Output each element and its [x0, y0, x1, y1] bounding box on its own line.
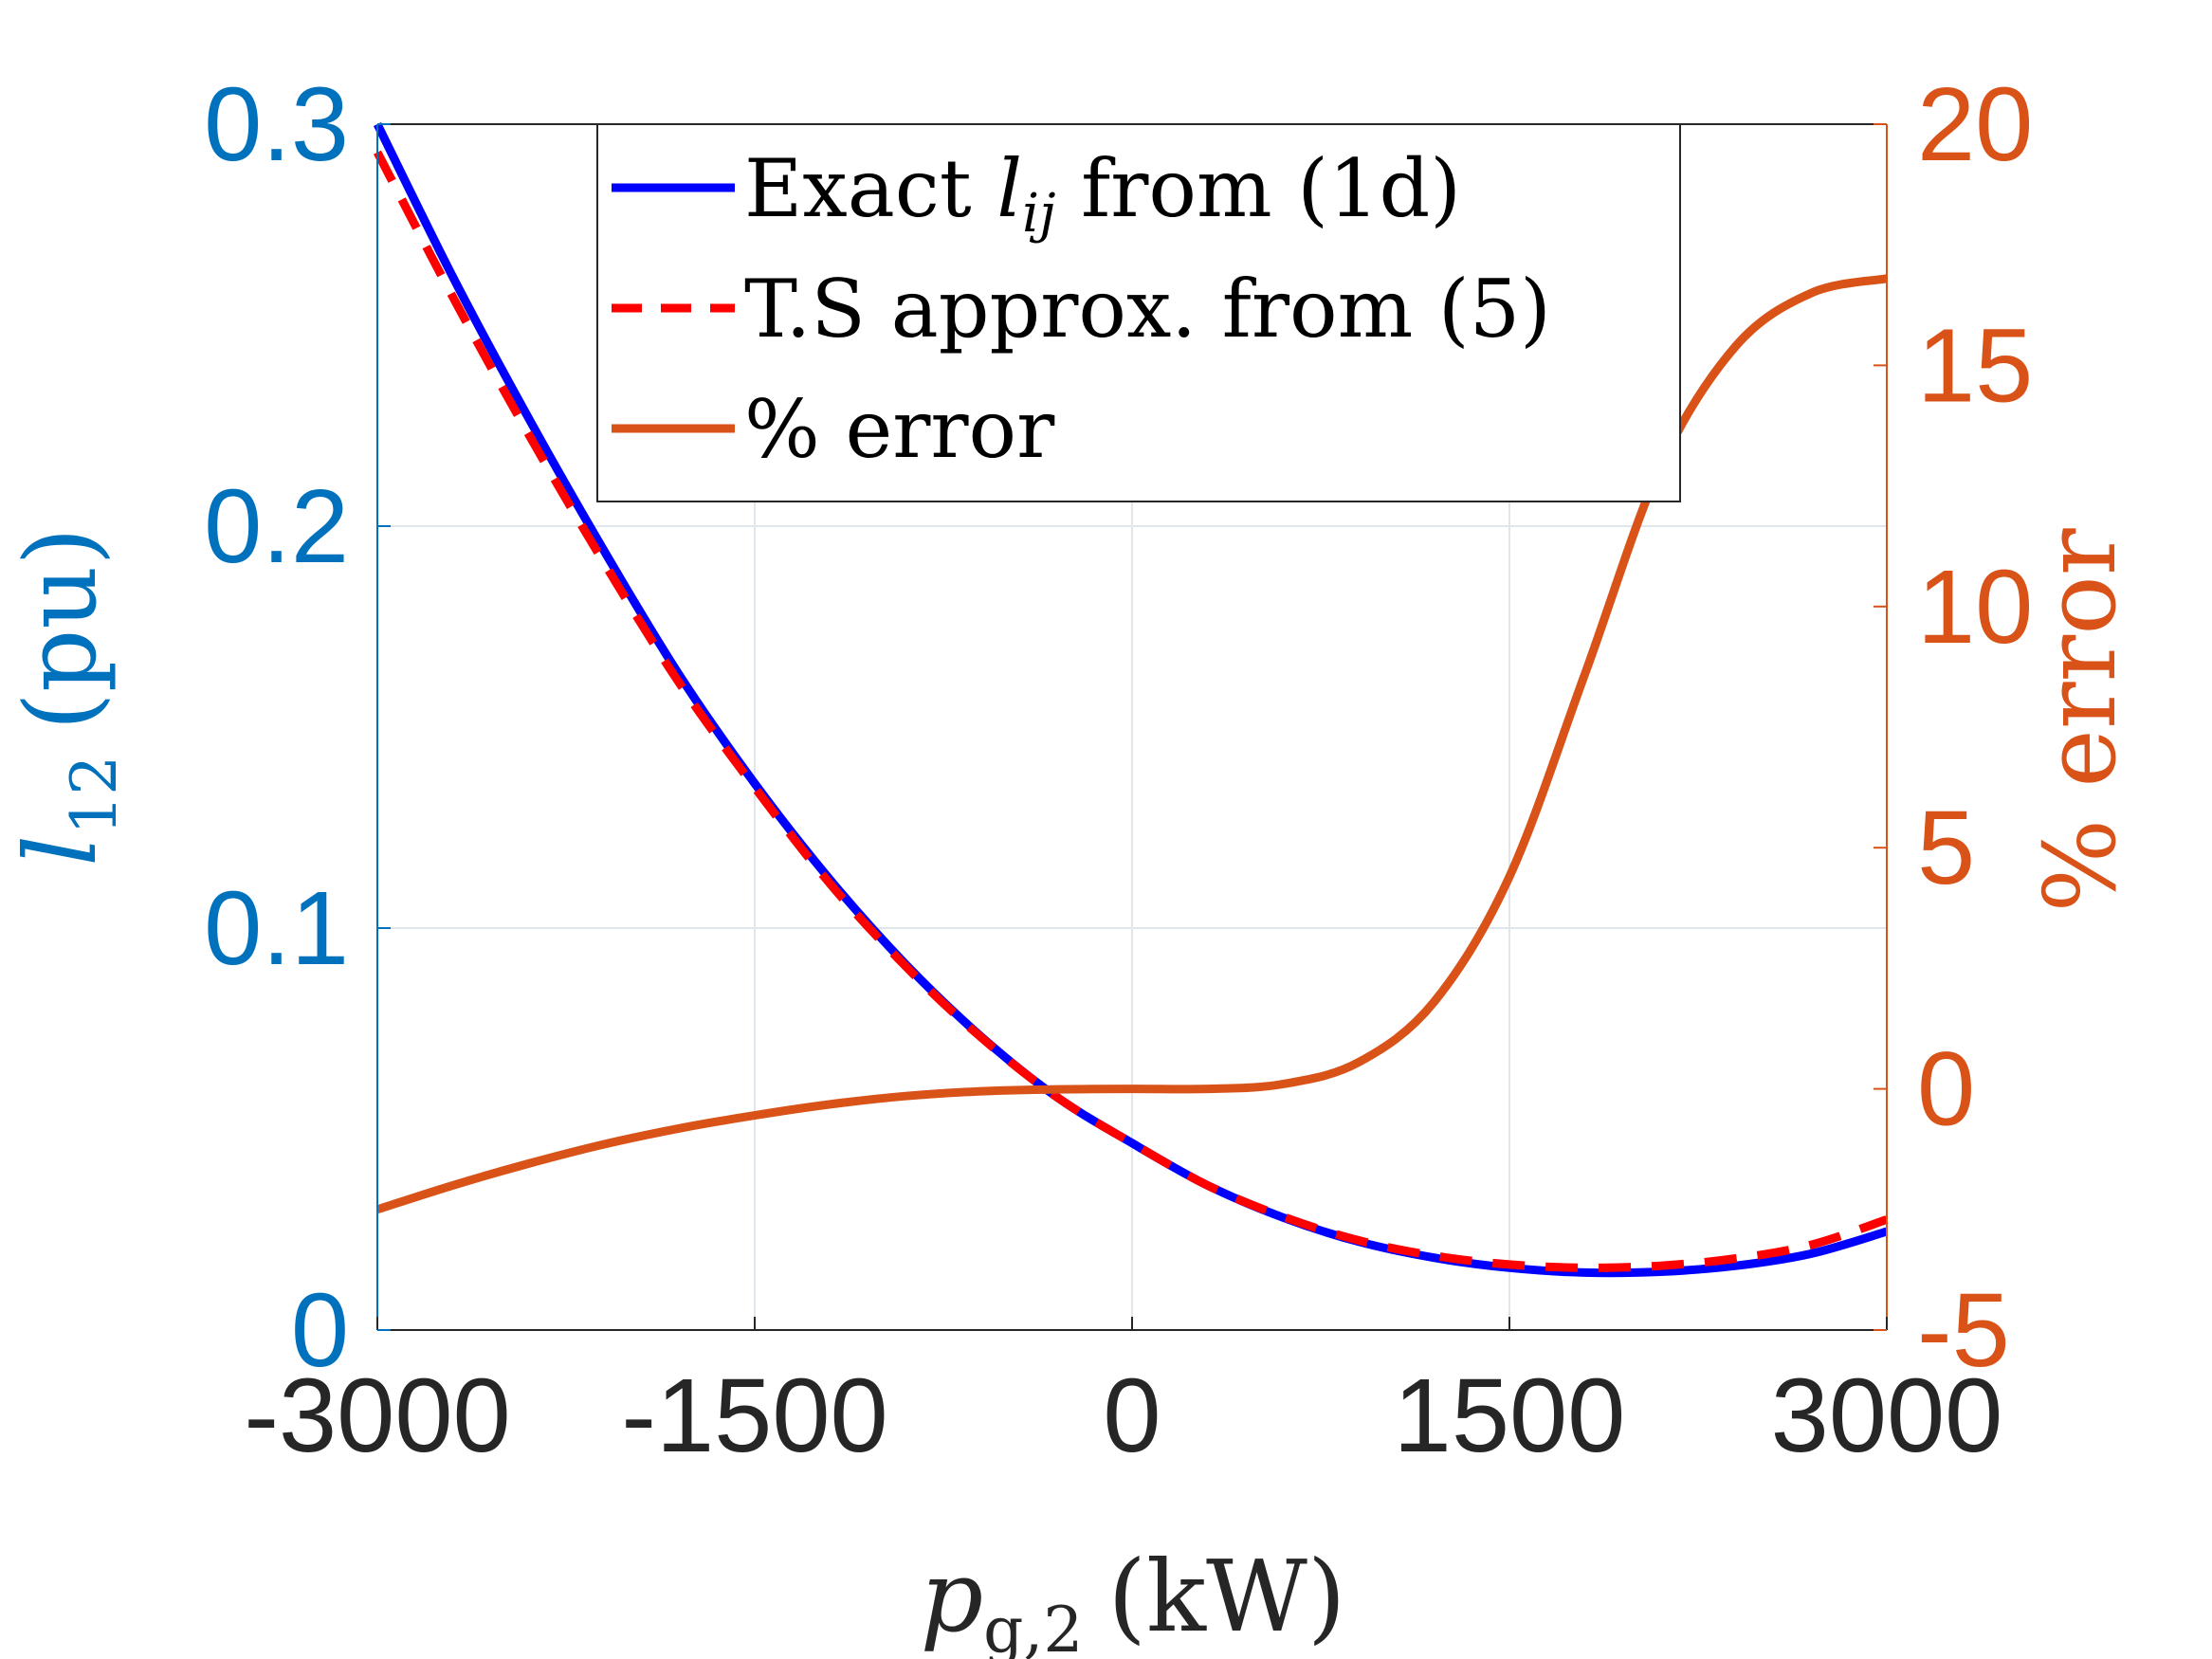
- y-left-axis-label: l12(pu): [3, 527, 131, 866]
- y-left-tick-label-0: 0: [291, 1272, 349, 1389]
- y-left-tick-label-1: 0.1: [204, 870, 349, 987]
- series-line-1: [374, 150, 1889, 1272]
- x-tick-label-1: -1500: [621, 1358, 887, 1474]
- legend-box: [596, 123, 1681, 502]
- legend-label-error: % error: [744, 383, 1055, 476]
- x-tick-label-3: 1500: [1394, 1358, 1626, 1474]
- y-right-tick-label-0: -5: [1917, 1272, 2010, 1389]
- y-left-tick-label-3: 0.3: [204, 66, 349, 183]
- y-right-tick-label-5: 20: [1917, 66, 2033, 183]
- x-axis-label: pg,2 (kW): [921, 1539, 1346, 1659]
- y-right-tick-label-2: 5: [1917, 790, 1975, 906]
- y-right-tick-label-4: 15: [1917, 307, 2033, 424]
- legend: Exact lij from (1d) T.S approx. from (5)…: [596, 123, 1681, 502]
- y-right-axis-label: % error: [2022, 528, 2138, 912]
- y-left-tick-label-2: 0.2: [204, 468, 349, 585]
- legend-label-approx: T.S approx. from (5): [744, 263, 1551, 356]
- y-right-tick-label-1: 0: [1917, 1031, 1975, 1148]
- legend-label-exact: Exact lij from (1d): [744, 142, 1461, 245]
- x-tick-label-2: 0: [1103, 1358, 1161, 1474]
- x-tick-label-4: 3000: [1771, 1358, 2003, 1474]
- x-tick-label-0: -3000: [244, 1358, 510, 1474]
- y-right-tick-label-3: 10: [1917, 549, 2033, 665]
- tick-labels: -3000 -1500 0 1500 3000 0 0.1 0.2 0.3 -5 0 5 10 15 20: [204, 66, 2033, 1474]
